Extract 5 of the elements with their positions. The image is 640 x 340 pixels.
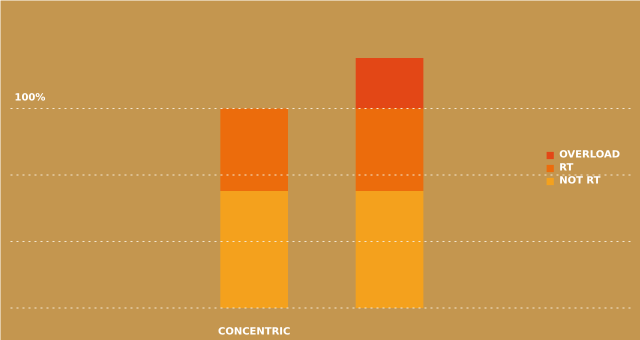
legend-label: OVERLOAD	[559, 149, 620, 160]
annotation: 100%	[14, 92, 46, 104]
x-tick-label: CONCENTRIC	[218, 326, 290, 338]
legend-label: RT	[559, 162, 574, 173]
legend-label: NOT RT	[559, 175, 600, 186]
